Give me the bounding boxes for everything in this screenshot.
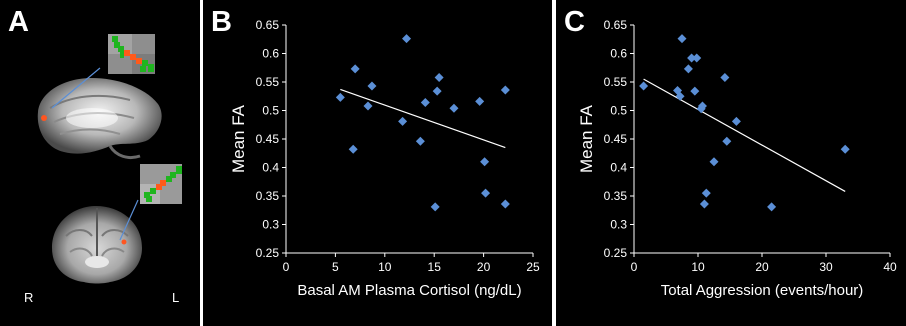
x-tick-label: 20 (477, 260, 491, 274)
x-tick-label: 0 (283, 260, 290, 274)
data-point (430, 202, 440, 212)
data-point (398, 116, 408, 126)
data-point (480, 157, 490, 167)
zoom-inset-top (108, 34, 155, 74)
zoom-inset-bottom (140, 164, 182, 204)
x-tick-label: 25 (526, 260, 540, 274)
y-tick-label: 0.5 (610, 104, 627, 118)
x-tick-label: 20 (755, 260, 769, 274)
data-point (350, 64, 360, 74)
data-point (348, 144, 358, 154)
data-point (677, 34, 687, 44)
y-axis-label: Mean FA (229, 104, 248, 173)
roi-marker (41, 115, 47, 121)
y-tick-label: 0.25 (256, 246, 280, 260)
data-point (699, 199, 709, 209)
data-point (432, 86, 442, 96)
data-point (420, 98, 430, 108)
data-point (402, 34, 412, 44)
y-tick-label: 0.4 (262, 161, 279, 175)
y-tick-label: 0.4 (610, 161, 627, 175)
x-tick-label: 0 (631, 260, 638, 274)
y-tick-label: 0.5 (262, 104, 279, 118)
data-point (683, 64, 693, 74)
y-tick-label: 0.25 (604, 246, 628, 260)
y-tick-label: 0.45 (604, 132, 628, 146)
x-tick-label: 5 (332, 260, 339, 274)
scatter-chart-cortisol: 0.25 0.3 0.35 0.4 0.45 0.5 0.55 0.6 0.65 0 5 10 15 20… (229, 18, 540, 299)
zoom-pointer-bottom (119, 199, 139, 241)
roi-marker-coronal (121, 239, 127, 245)
sagittal-brain-image (37, 78, 162, 160)
y-tick-label: 0.6 (262, 47, 279, 61)
panel-letter-c: C (564, 6, 585, 38)
data-point (767, 202, 777, 212)
data-point (500, 199, 510, 209)
coronal-brain-image (52, 206, 142, 284)
data-point (500, 85, 510, 95)
data-point (673, 86, 683, 96)
y-tick-label: 0.65 (256, 18, 280, 32)
x-axis-label: Total Aggression (events/hour) (661, 282, 864, 299)
y-axis-label: Mean FA (577, 104, 596, 173)
data-point (840, 144, 850, 154)
data-point (697, 101, 707, 111)
data-point (731, 116, 741, 126)
data-point (639, 81, 649, 91)
trend-line (340, 88, 506, 149)
panel-a: A (0, 0, 200, 326)
y-tick-label: 0.55 (256, 75, 280, 89)
scatter-chart-aggression: 0.25 0.3 0.35 0.4 0.45 0.5 0.55 0.6 0.65 0 10 20 30 4… (577, 18, 897, 299)
data-point (720, 72, 730, 82)
x-tick-label: 10 (378, 260, 392, 274)
data-point (692, 53, 702, 63)
y-tick-label: 0.65 (604, 18, 628, 32)
data-point (449, 103, 459, 113)
data-point (363, 101, 373, 111)
right-hemisphere-label: R (24, 290, 34, 305)
y-tick-label: 0.6 (610, 47, 627, 61)
y-tick-label: 0.35 (256, 189, 280, 203)
x-tick-label: 30 (819, 260, 833, 274)
panel-b: B 0.25 0.3 0.35 0.4 0.45 0.5 0.55 0.6 0.65 0 5 10 15… (203, 0, 552, 326)
data-point (690, 86, 700, 96)
data-point (709, 157, 719, 167)
y-tick-label: 0.3 (262, 218, 279, 232)
y-tick-label: 0.45 (256, 132, 280, 146)
panel-letter-b: B (211, 6, 232, 38)
trend-line (643, 78, 846, 192)
panel-c: C 0.25 0.3 0.35 0.4 0.45 0.5 0.55 0.6 0.65 0 10 20 3… (556, 0, 906, 326)
data-point (687, 53, 697, 63)
data-point (434, 72, 444, 82)
data-point (367, 81, 377, 91)
data-point (415, 136, 425, 146)
x-tick-label: 10 (691, 260, 705, 274)
y-tick-label: 0.35 (604, 189, 628, 203)
data-point (481, 188, 491, 198)
data-point (335, 92, 345, 102)
left-hemisphere-label: L (172, 290, 180, 305)
x-axis-label: Basal AM Plasma Cortisol (ng/dL) (297, 282, 521, 299)
x-tick-label: 15 (428, 260, 442, 274)
panel-letter-a: A (8, 6, 29, 38)
x-tick-label: 40 (883, 260, 897, 274)
data-point (675, 91, 685, 101)
brain-images (37, 34, 182, 284)
data-point (722, 136, 732, 146)
zoom-pointer-top (51, 67, 101, 109)
y-tick-label: 0.55 (604, 75, 628, 89)
y-tick-label: 0.3 (610, 218, 627, 232)
data-point (475, 96, 485, 106)
data-point (701, 188, 711, 198)
